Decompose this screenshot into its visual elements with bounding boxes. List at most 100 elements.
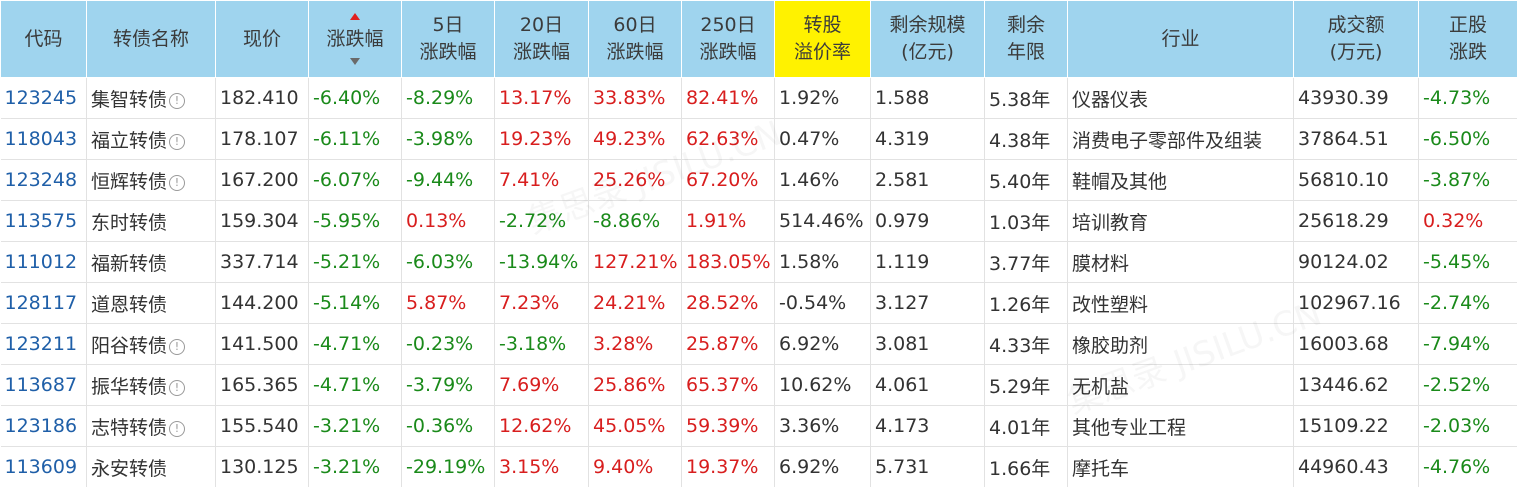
turnover-cell: 44960.43	[1293, 446, 1419, 487]
code-cell-text[interactable]: 113609	[4, 456, 78, 478]
code-cell-text[interactable]: 123211	[4, 333, 78, 355]
code-cell-text[interactable]: 113687	[4, 374, 78, 396]
info-icon[interactable]: !	[169, 133, 186, 150]
code-cell-text[interactable]: 123186	[4, 415, 78, 437]
turnover-cell-text: 15109.22	[1298, 415, 1389, 437]
years-cell-text: 4.38年	[989, 129, 1051, 152]
code-cell[interactable]: 118043	[0, 118, 87, 160]
stock-change-cell-text: -4.73%	[1423, 87, 1491, 109]
change-250d-cell: 183.05%	[681, 241, 775, 283]
premium-cell-text: 10.62%	[779, 374, 852, 396]
stock-change-cell-text: -2.52%	[1423, 374, 1491, 396]
header-label: 溢价率	[793, 41, 851, 63]
header-250d-change[interactable]: 250日 涨跌幅	[681, 0, 775, 78]
name-cell-text: 福新转债	[91, 252, 168, 275]
table-row[interactable]: 118043 福立转债! 178.107 -6.11% -3.98% 19.23% 49.2…	[0, 118, 1517, 160]
info-icon[interactable]: !	[169, 338, 186, 355]
change-5d-cell-text: 5.87%	[406, 292, 467, 314]
code-cell[interactable]: 123248	[0, 159, 87, 201]
price-cell: 130.125	[215, 446, 309, 487]
industry-cell-text: 无机盐	[1072, 375, 1130, 398]
code-cell[interactable]: 113575	[0, 200, 87, 242]
info-icon[interactable]: !	[169, 420, 186, 437]
stock-change-cell-text: -2.74%	[1423, 292, 1491, 314]
code-cell-text[interactable]: 113575	[4, 210, 78, 232]
header-turnover[interactable]: 成交额 (万元)	[1293, 0, 1419, 78]
stock-change-cell: -4.76%	[1418, 446, 1517, 487]
change-60d-cell-text: 24.21%	[593, 292, 666, 314]
code-cell[interactable]: 128117	[0, 282, 87, 324]
header-20d-change[interactable]: 20日 涨跌幅	[494, 0, 589, 78]
change-cell: -5.21%	[308, 241, 402, 283]
change-60d-cell-text: 49.23%	[593, 128, 666, 150]
table-row[interactable]: 123211 阳谷转债! 141.500 -4.71% -0.23% -3.18% 3.28…	[0, 323, 1517, 365]
change-20d-cell-text: 12.62%	[499, 415, 572, 437]
sort-descending-icon[interactable]	[350, 58, 360, 65]
header-premium-rate[interactable]: 转股 溢价率	[774, 0, 871, 78]
header-label: 转股	[803, 14, 842, 36]
code-cell[interactable]: 123211	[0, 323, 87, 365]
table-row[interactable]: 123245 集智转债! 182.410 -6.40% -8.29% 13.17% 33.8…	[0, 77, 1517, 119]
premium-cell-text: -0.54%	[779, 292, 847, 314]
turnover-cell-text: 16003.68	[1298, 333, 1389, 355]
table-row[interactable]: 128117 道恩转债 144.200 -5.14% 5.87% 7.23% 24.21% 2…	[0, 282, 1517, 324]
change-20d-cell-text: 3.15%	[499, 456, 560, 478]
code-cell-text[interactable]: 111012	[4, 251, 78, 273]
years-cell: 1.03年	[984, 200, 1068, 242]
name-cell: 永安转债	[86, 446, 216, 487]
table-row[interactable]: 113609 永安转债 130.125 -3.21% -29.19% 3.15% 9.40%…	[0, 446, 1517, 487]
change-250d-cell-text: 28.52%	[686, 292, 759, 314]
change-5d-cell: 0.13%	[401, 200, 495, 242]
name-cell: 振华转债!	[86, 364, 216, 406]
code-cell-text[interactable]: 118043	[4, 128, 78, 150]
code-cell[interactable]: 123245	[0, 77, 87, 119]
change-250d-cell: 59.39%	[681, 405, 775, 447]
header-change[interactable]: 涨跌幅	[308, 0, 402, 78]
change-5d-cell-text: -3.79%	[406, 374, 474, 396]
table-row[interactable]: 113575 东时转债 159.304 -5.95% 0.13% -2.72% -8.86%…	[0, 200, 1517, 242]
code-cell[interactable]: 123186	[0, 405, 87, 447]
table-row[interactable]: 123248 恒辉转债! 167.200 -6.07% -9.44% 7.41% 25.26…	[0, 159, 1517, 201]
table-row[interactable]: 113687 振华转债! 165.365 -4.71% -3.79% 7.69% 25.86…	[0, 364, 1517, 406]
header-stock-change[interactable]: 正股 涨跌	[1418, 0, 1517, 78]
scale-cell: 1.119	[870, 241, 985, 283]
header-remaining-years[interactable]: 剩余 年限	[984, 0, 1068, 78]
change-cell: -3.21%	[308, 405, 402, 447]
years-cell-text: 5.38年	[989, 88, 1051, 111]
years-cell-text: 1.66年	[989, 457, 1051, 480]
turnover-cell-text: 25618.29	[1298, 210, 1389, 232]
years-cell: 5.40年	[984, 159, 1068, 201]
change-5d-cell-text: -0.23%	[406, 333, 474, 355]
header-name[interactable]: 转债名称	[86, 0, 216, 78]
code-cell-text[interactable]: 123245	[4, 87, 78, 109]
header-remaining-scale[interactable]: 剩余规模 (亿元)	[870, 0, 985, 78]
price-cell: 155.540	[215, 405, 309, 447]
table-row[interactable]: 111012 福新转债 337.714 -5.21% -6.03% -13.94% 127.…	[0, 241, 1517, 283]
header-label: 剩余	[1006, 14, 1045, 36]
header-price[interactable]: 现价	[215, 0, 309, 78]
price-cell-text: 144.200	[220, 292, 299, 314]
name-cell-text: 阳谷转债	[91, 334, 168, 357]
change-60d-cell-text: 127.21%	[593, 251, 678, 273]
code-cell-text[interactable]: 128117	[4, 292, 78, 314]
header-5d-change[interactable]: 5日 涨跌幅	[401, 0, 495, 78]
scale-cell: 4.061	[870, 364, 985, 406]
years-cell: 4.01年	[984, 405, 1068, 447]
info-icon[interactable]: !	[169, 174, 186, 191]
code-cell[interactable]: 111012	[0, 241, 87, 283]
code-cell[interactable]: 113687	[0, 364, 87, 406]
code-cell[interactable]: 113609	[0, 446, 87, 487]
industry-cell: 鞋帽及其他	[1067, 159, 1294, 201]
info-icon[interactable]: !	[169, 92, 186, 109]
code-cell-text[interactable]: 123248	[4, 169, 78, 191]
table-row[interactable]: 123186 志特转债! 155.540 -3.21% -0.36% 12.62% 45.0…	[0, 405, 1517, 447]
sort-ascending-icon[interactable]	[350, 13, 360, 20]
header-60d-change[interactable]: 60日 涨跌幅	[588, 0, 682, 78]
turnover-cell: 25618.29	[1293, 200, 1419, 242]
info-icon[interactable]: !	[169, 379, 186, 396]
header-code[interactable]: 代码	[0, 0, 87, 78]
years-cell-text: 4.33年	[989, 334, 1051, 357]
header-industry[interactable]: 行业	[1067, 0, 1294, 78]
industry-cell-text: 改性塑料	[1072, 293, 1149, 316]
turnover-cell: 13446.62	[1293, 364, 1419, 406]
